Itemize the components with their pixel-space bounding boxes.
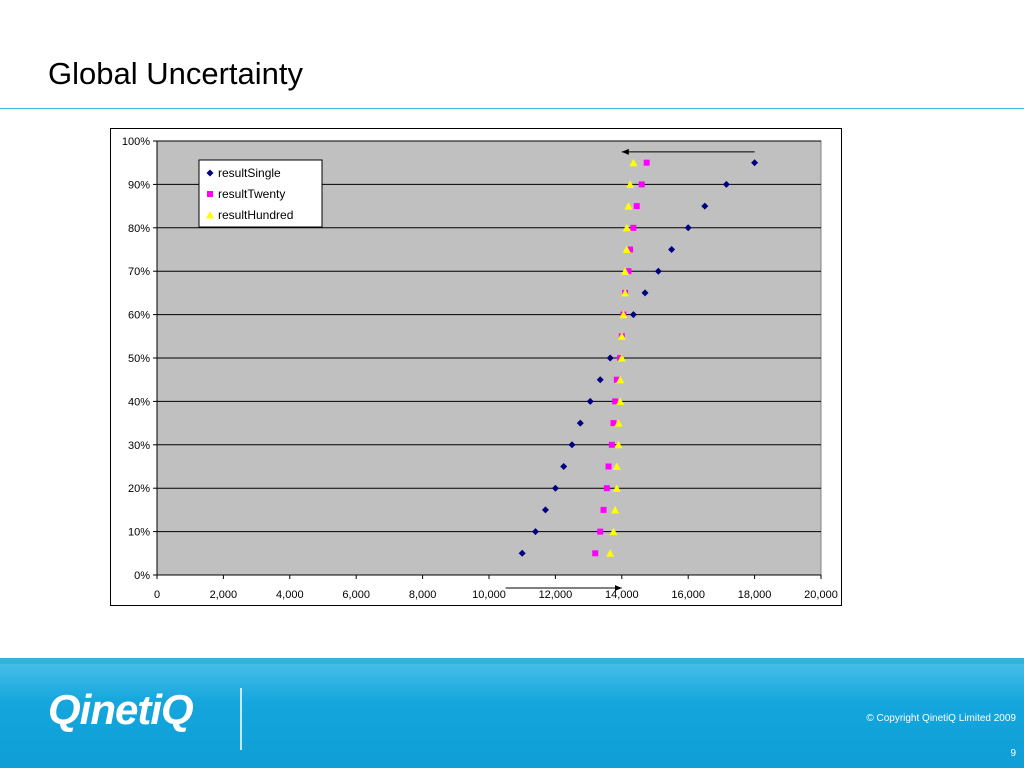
x-tick-label: 4,000 [276, 589, 304, 601]
y-tick-label: 30% [128, 440, 150, 452]
point-resultTwenty-13 [625, 268, 632, 275]
point-resultTwenty-4 [605, 463, 612, 470]
legend-marker-resultTwenty [207, 191, 213, 197]
qinetiq-logo: QinetiQ [48, 686, 194, 733]
y-tick-label: 60% [128, 310, 150, 322]
point-resultTwenty-1 [597, 528, 604, 535]
point-resultSingle-1 [531, 528, 539, 536]
point-resultHundred-5 [614, 440, 623, 449]
point-resultSingle-13 [668, 246, 676, 253]
x-tick-label: 20,000 [804, 589, 838, 601]
point-resultSingle-5 [568, 441, 576, 449]
legend-box [198, 159, 323, 228]
point-resultHundred-13 [621, 267, 630, 275]
point-resultTwenty-18 [643, 159, 650, 166]
point-resultSingle-6 [576, 419, 584, 427]
point-resultSingle-10 [629, 311, 637, 319]
point-resultHundred-6 [614, 419, 623, 427]
point-resultSingle-9 [606, 354, 614, 362]
x-tick-label: 18,000 [738, 589, 772, 601]
x-tick-label: 8,000 [409, 589, 437, 601]
legend-label-resultHundred: resultHundred [218, 208, 293, 222]
point-resultSingle-8 [596, 376, 604, 384]
y-tick-label: 90% [128, 179, 150, 191]
point-resultTwenty-16 [633, 203, 640, 210]
x-tick-label: 14,000 [605, 589, 639, 601]
point-resultTwenty-15 [630, 224, 637, 231]
point-resultSingle-11 [641, 289, 649, 297]
point-resultHundred-0 [606, 549, 615, 557]
y-tick-label: 70% [128, 266, 150, 278]
slide-title: Global Uncertainty [48, 56, 304, 91]
point-resultTwenty-8 [613, 376, 620, 383]
x-tick-label: 12,000 [539, 589, 573, 601]
point-resultSingle-14 [684, 224, 692, 232]
point-resultHundred-1 [609, 527, 618, 536]
copyright-text: © Copyright QinetiQ Limited 2009 [866, 713, 1016, 724]
point-resultTwenty-5 [608, 441, 615, 448]
point-resultHundred-17 [626, 180, 635, 188]
point-resultTwenty-6 [610, 420, 617, 427]
point-resultHundred-2 [611, 505, 620, 514]
point-resultTwenty-3 [603, 485, 610, 492]
point-resultTwenty-7 [612, 398, 619, 405]
point-resultTwenty-17 [638, 181, 645, 188]
point-resultHundred-8 [616, 375, 625, 384]
point-resultSingle-4 [560, 463, 568, 470]
point-resultHundred-3 [612, 484, 621, 492]
logo-divider [240, 688, 242, 750]
chart-frame: 0% 10% 20% 30% 40% 50% 60% 70% 80% 90% 100% 0 2,000 4… [110, 128, 842, 606]
point-resultSingle-16 [722, 180, 730, 188]
point-resultTwenty-0 [592, 550, 599, 557]
point-resultSingle-17 [751, 159, 759, 167]
x-tick-label: 16,000 [671, 589, 705, 601]
point-resultSingle-3 [551, 484, 559, 492]
x-tick-label: 0 [154, 589, 160, 601]
legend-label-resultSingle: resultSingle [218, 166, 281, 180]
point-resultHundred-16 [624, 202, 633, 210]
point-resultSingle-12 [654, 267, 662, 275]
uncertainty-chart: 0% 10% 20% 30% 40% 50% 60% 70% 80% 90% 100% 0 2,000 4… [122, 136, 838, 601]
point-resultHundred-18 [629, 158, 638, 167]
x-tick-label: 6,000 [342, 589, 370, 601]
point-resultTwenty-14 [627, 246, 634, 253]
point-resultTwenty-2 [600, 506, 607, 513]
title-divider [0, 108, 1024, 109]
y-tick-label: 10% [128, 527, 150, 539]
y-tick-label: 80% [128, 223, 150, 235]
point-resultHundred-15 [622, 223, 631, 232]
page-number: 9 [1010, 748, 1016, 759]
y-tick-label: 100% [122, 136, 150, 148]
point-resultHundred-11 [619, 310, 628, 319]
point-resultHundred-12 [621, 288, 630, 297]
point-resultHundred-14 [622, 245, 631, 253]
point-resultSingle-0 [518, 549, 526, 557]
legend-label-resultTwenty: resultTwenty [218, 187, 285, 201]
point-resultSingle-2 [541, 506, 549, 514]
y-tick-label: 50% [128, 353, 150, 365]
footer-top-shade [0, 658, 1024, 664]
x-tick-label: 2,000 [210, 589, 238, 601]
point-resultSingle-7 [586, 397, 594, 405]
point-resultHundred-4 [612, 462, 621, 470]
point-resultHundred-9 [617, 354, 626, 362]
point-resultSingle-15 [701, 202, 709, 210]
legend-marker-resultSingle [206, 169, 214, 177]
legend-marker-resultHundred [206, 211, 214, 219]
y-tick-label: 40% [128, 396, 150, 408]
point-resultHundred-10 [617, 332, 626, 340]
point-resultHundred-7 [616, 397, 625, 405]
x-tick-label: 10,000 [472, 589, 506, 601]
y-tick-label: 0% [134, 570, 150, 582]
y-tick-label: 20% [128, 483, 150, 495]
footer-bar [0, 658, 1024, 768]
